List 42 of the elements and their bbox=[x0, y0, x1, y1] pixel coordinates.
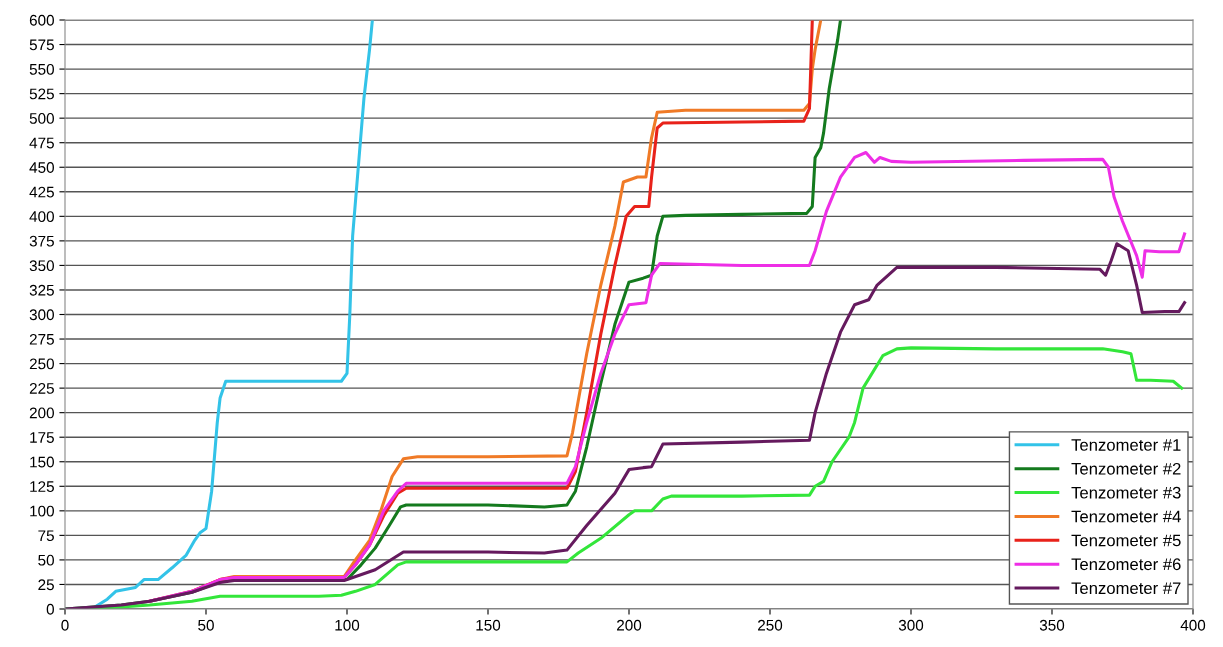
legend-label: Tenzometer #2 bbox=[1071, 462, 1181, 475]
y-tick-label: 225 bbox=[29, 382, 54, 394]
y-tick-label: 100 bbox=[30, 505, 54, 517]
y-tick-label: 575 bbox=[29, 39, 54, 51]
y-tick-label: 200 bbox=[29, 407, 54, 419]
x-tick-label: 250 bbox=[758, 619, 783, 631]
y-tick-label: 500 bbox=[29, 113, 54, 124]
y-tick-label: 250 bbox=[29, 358, 54, 370]
y-tick-label: 125 bbox=[30, 481, 54, 492]
legend-label: Tenzometer #4 bbox=[1071, 510, 1181, 523]
y-tick-label: 175 bbox=[30, 432, 54, 443]
x-tick-label: 100 bbox=[335, 619, 360, 631]
y-tick-label: 525 bbox=[29, 88, 54, 100]
legend-label: Tenzometer #1 bbox=[1071, 439, 1181, 451]
y-tick-label: 0 bbox=[46, 603, 54, 615]
y-tick-label: 150 bbox=[30, 456, 54, 468]
x-tick-label: 400 bbox=[1180, 619, 1206, 631]
legend-label: Tenzometer #6 bbox=[1071, 558, 1181, 571]
line-series bbox=[65, 242, 1187, 609]
legend-label: Tenzometer #7 bbox=[1071, 582, 1181, 595]
legend-label: Tenzometer #5 bbox=[1071, 534, 1181, 547]
x-tick-label: 0 bbox=[61, 619, 69, 631]
y-tick-label: 300 bbox=[29, 309, 54, 321]
y-tick-label: 375 bbox=[29, 235, 54, 247]
y-tick-label: 75 bbox=[38, 530, 54, 542]
y-tick-label: 25 bbox=[38, 579, 54, 591]
y-tick-label: 550 bbox=[29, 63, 54, 75]
x-tick-label: 150 bbox=[476, 619, 501, 631]
x-tick-label: 200 bbox=[617, 619, 642, 631]
y-tick-label: 600 bbox=[29, 14, 54, 26]
y-tick-label: 275 bbox=[29, 333, 54, 345]
y-tick-label: 425 bbox=[29, 186, 54, 198]
x-tick-label: 300 bbox=[898, 619, 924, 631]
y-tick-label: 400 bbox=[29, 211, 54, 223]
x-tick-label: 350 bbox=[1039, 619, 1065, 631]
y-tick-label: 350 bbox=[29, 260, 54, 272]
x-tick-label: 50 bbox=[198, 619, 214, 631]
y-tick-label: 475 bbox=[29, 137, 54, 149]
legend-label: Tenzometer #3 bbox=[1071, 486, 1181, 499]
y-tick-label: 450 bbox=[29, 162, 54, 173]
y-tick-label: 50 bbox=[38, 554, 54, 566]
y-tick-label: 325 bbox=[29, 284, 54, 296]
